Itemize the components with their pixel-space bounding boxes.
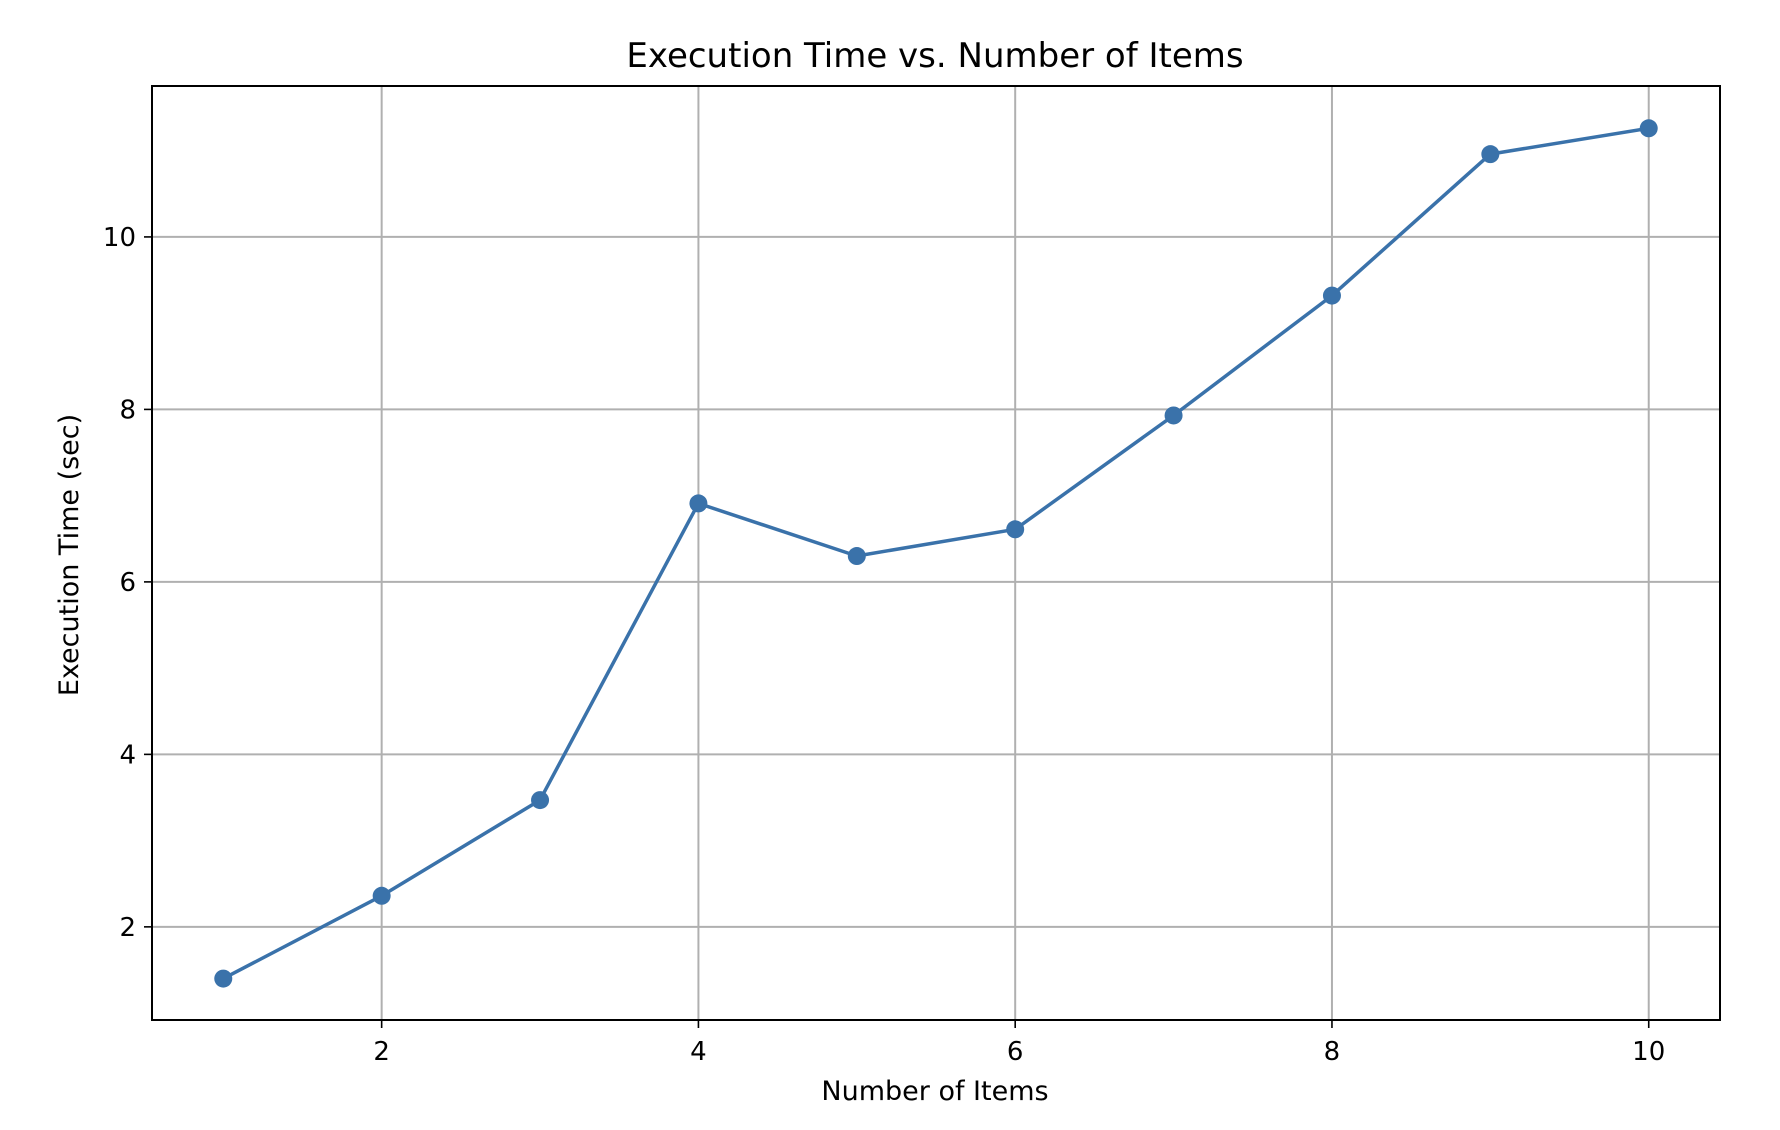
x-axis-label: Number of Items <box>821 1076 1048 1107</box>
series-line <box>221 126 1651 981</box>
data-point-10 <box>1639 119 1658 138</box>
y-axis-label: Execution Time (sec) <box>54 414 85 696</box>
grid-lines <box>152 86 1720 1020</box>
data-point-9 <box>1481 145 1500 164</box>
data-points <box>214 119 1658 988</box>
x-tick-label-2: 2 <box>373 1037 390 1067</box>
plot-frame <box>151 85 1721 1021</box>
y-tick-label-8: 8 <box>119 395 136 425</box>
data-point-1 <box>214 969 233 988</box>
data-point-6 <box>1006 520 1025 539</box>
data-point-2 <box>372 886 391 905</box>
data-point-5 <box>847 547 866 566</box>
series-layer <box>214 119 1658 988</box>
data-point-8 <box>1322 286 1341 305</box>
y-tick-label-2: 2 <box>119 913 136 943</box>
y-tick-label-6: 6 <box>119 568 136 598</box>
x-tick-label-8: 8 <box>1324 1037 1341 1067</box>
axis-ticks: 2 4 6 8 10 2 4 6 8 10 <box>103 223 1665 1067</box>
x-tick-label-4: 4 <box>690 1037 707 1067</box>
data-point-4 <box>689 494 708 513</box>
y-tick-label-10: 10 <box>103 223 136 253</box>
data-point-7 <box>1164 406 1183 425</box>
x-tick-label-10: 10 <box>1632 1037 1665 1067</box>
chart-title: Execution Time vs. Number of Items <box>626 36 1243 76</box>
data-point-3 <box>531 791 550 810</box>
x-tick-label-6: 6 <box>1007 1037 1024 1067</box>
y-tick-label-4: 4 <box>119 740 136 770</box>
